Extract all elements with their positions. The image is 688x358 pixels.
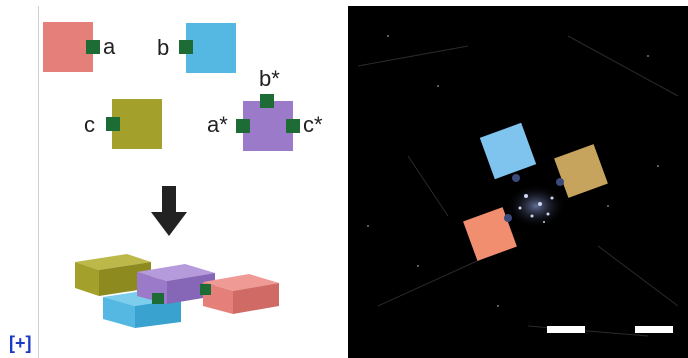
olive-block xyxy=(112,99,162,149)
blue-particle xyxy=(479,122,537,180)
label-a-star: a* xyxy=(207,112,228,137)
arrow-down-icon xyxy=(151,186,187,236)
label-c: c xyxy=(84,112,95,137)
assembled-structure xyxy=(75,254,279,328)
scale-bar-1 xyxy=(547,326,585,333)
label-c-star: c* xyxy=(303,112,323,137)
label-b-star: b* xyxy=(259,66,280,91)
background-noise xyxy=(357,35,679,337)
expand-figure-link[interactable]: [+] xyxy=(9,333,32,353)
blue-block xyxy=(186,23,236,73)
binding-site-c xyxy=(106,117,120,131)
cluster-specks xyxy=(518,194,554,223)
label-b: b xyxy=(157,35,170,60)
scale-bar-2 xyxy=(635,326,673,333)
binding-site-a-star xyxy=(236,119,250,133)
schematic-canvas xyxy=(43,22,300,328)
label-a: a xyxy=(103,34,116,59)
micrograph-panel xyxy=(348,6,688,358)
schematic-panel: a b c a* b* c* xyxy=(38,6,348,358)
micrograph-image xyxy=(348,6,688,358)
pink-block xyxy=(43,22,93,72)
binding-site-c-star xyxy=(286,119,300,133)
tan-particle xyxy=(554,144,608,198)
background-specks xyxy=(367,35,659,307)
orange-particle xyxy=(463,207,517,261)
binding-site-b xyxy=(179,40,193,54)
figure: a b c a* b* c* xyxy=(38,6,688,358)
central-cluster xyxy=(506,184,566,228)
purple-block xyxy=(243,101,293,151)
binding-site-b-star xyxy=(260,94,274,108)
binding-site-a xyxy=(86,40,100,54)
